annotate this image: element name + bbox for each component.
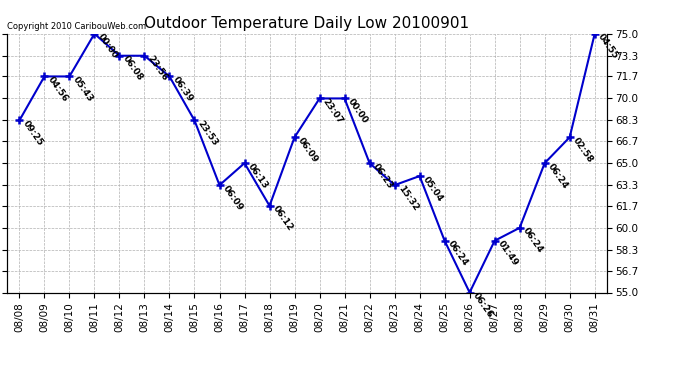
Title: Outdoor Temperature Daily Low 20100901: Outdoor Temperature Daily Low 20100901 (144, 16, 470, 31)
Text: 15:32: 15:32 (396, 184, 420, 212)
Text: 04:55: 04:55 (596, 32, 620, 61)
Text: 05:04: 05:04 (421, 175, 445, 203)
Text: 01:49: 01:49 (496, 239, 520, 268)
Text: 02:58: 02:58 (571, 136, 595, 164)
Text: 05:43: 05:43 (71, 75, 95, 104)
Text: Copyright 2010 CaribouWeb.com: Copyright 2010 CaribouWeb.com (7, 22, 146, 31)
Text: 23:07: 23:07 (321, 97, 345, 126)
Text: 23:56: 23:56 (146, 54, 170, 83)
Text: 06:24: 06:24 (446, 239, 470, 268)
Text: 06:08: 06:08 (121, 54, 144, 83)
Text: 06:13: 06:13 (246, 162, 270, 190)
Text: 04:56: 04:56 (46, 75, 70, 104)
Text: 06:12: 06:12 (271, 204, 295, 233)
Text: 06:39: 06:39 (171, 75, 195, 104)
Text: 06:26: 06:26 (471, 291, 495, 320)
Text: 00:00: 00:00 (346, 97, 369, 125)
Text: 06:23: 06:23 (371, 162, 395, 190)
Text: 23:53: 23:53 (196, 119, 219, 148)
Text: 06:24: 06:24 (521, 226, 545, 255)
Text: 06:24: 06:24 (546, 162, 570, 190)
Text: 09:25: 09:25 (21, 119, 45, 148)
Text: 06:09: 06:09 (221, 184, 245, 212)
Text: 06:09: 06:09 (296, 136, 319, 164)
Text: 00:00: 00:00 (96, 32, 119, 60)
